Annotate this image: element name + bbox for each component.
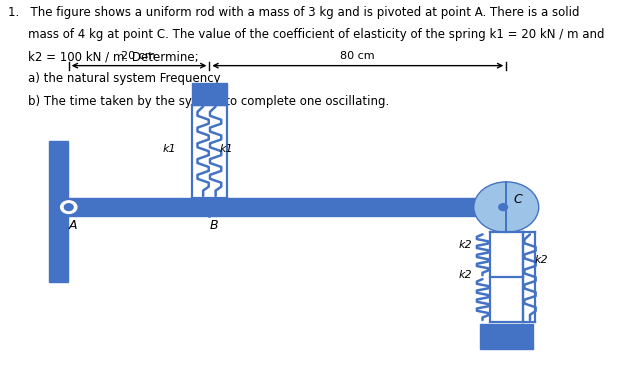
Text: k2: k2 bbox=[458, 270, 472, 280]
Bar bbox=[49, 141, 68, 282]
Bar bbox=[480, 324, 532, 349]
Text: k2: k2 bbox=[458, 240, 472, 250]
Text: mass of 4 kg at point C. The value of the coefficient of elasticity of the sprin: mass of 4 kg at point C. The value of th… bbox=[28, 28, 604, 41]
Text: a) the natural system Frequency: a) the natural system Frequency bbox=[28, 72, 220, 85]
Circle shape bbox=[474, 182, 539, 232]
Text: C: C bbox=[514, 193, 522, 206]
Circle shape bbox=[61, 201, 77, 214]
Text: B: B bbox=[209, 219, 218, 231]
Circle shape bbox=[64, 204, 73, 210]
Text: 80 cm: 80 cm bbox=[340, 51, 375, 61]
Text: b) The time taken by the system to complete one oscillating.: b) The time taken by the system to compl… bbox=[28, 95, 389, 107]
Text: 20 cm: 20 cm bbox=[121, 51, 156, 61]
Text: 1.   The figure shows a uniform rod with a mass of 3 kg and is pivoted at point : 1. The figure shows a uniform rod with a… bbox=[8, 6, 579, 19]
Circle shape bbox=[499, 204, 508, 210]
Bar bbox=[62, 198, 506, 216]
Text: A: A bbox=[69, 219, 78, 231]
Text: k2 = 100 kN / m. Determine;: k2 = 100 kN / m. Determine; bbox=[28, 50, 198, 63]
Text: k1: k1 bbox=[220, 144, 234, 154]
Bar bbox=[192, 83, 227, 105]
Text: k1: k1 bbox=[162, 144, 176, 154]
Text: k2: k2 bbox=[534, 254, 548, 265]
